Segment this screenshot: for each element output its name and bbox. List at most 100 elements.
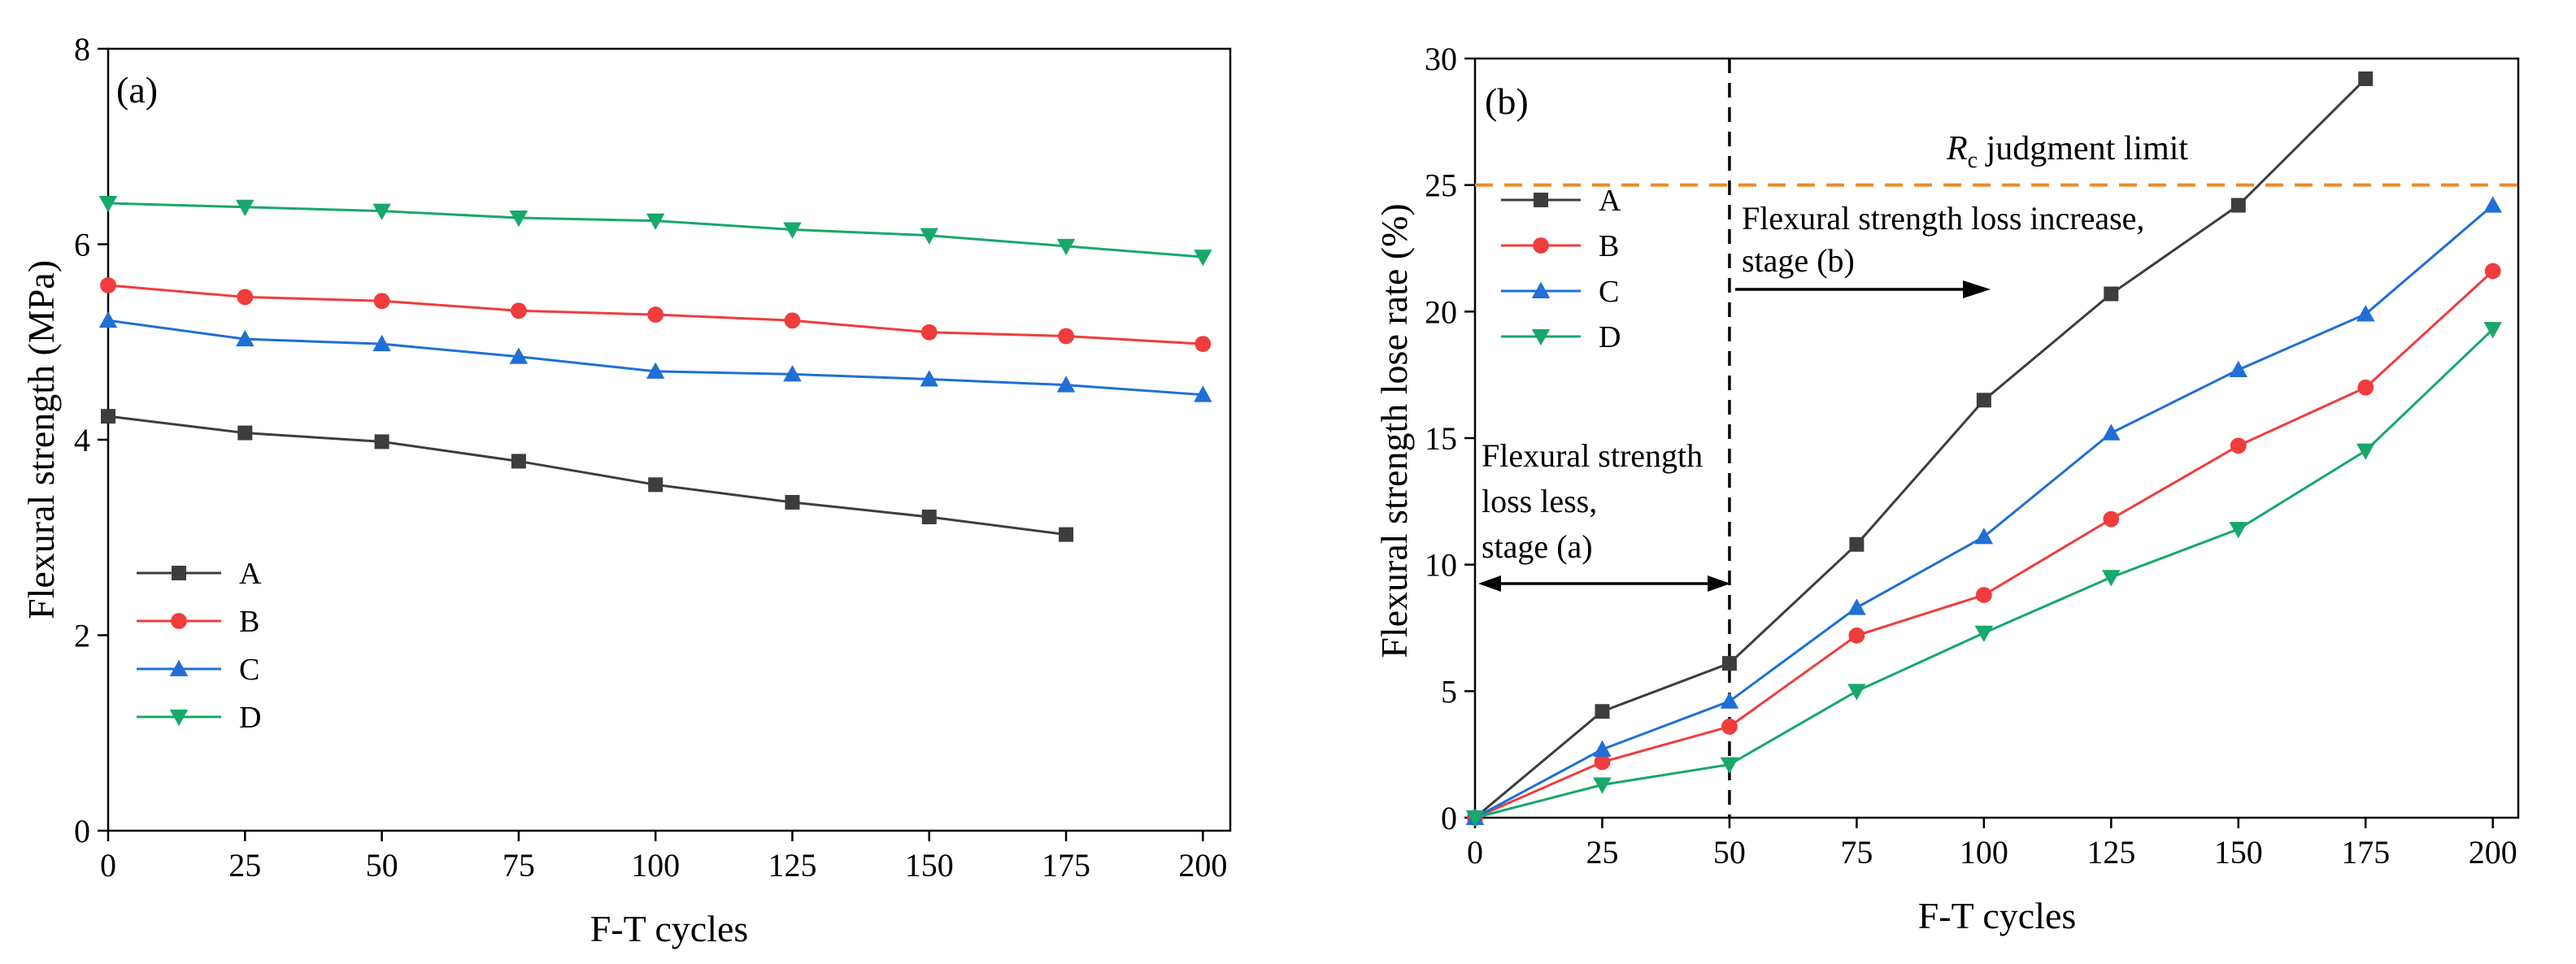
chart-b-series-c-point: [1593, 740, 1612, 757]
chart-a-series-a-point: [921, 509, 937, 524]
chart-b-y-tick-label: 5: [1441, 673, 1457, 710]
chart-a-y-axis-label: Flexural strength (MPa): [20, 260, 62, 619]
chart-a-x-tick-label: 150: [905, 847, 954, 884]
chart-b-series-d-point: [2102, 570, 2121, 587]
chart-b-x-tick-label: 200: [2469, 834, 2517, 871]
chart-a-series-a-point: [648, 477, 664, 493]
chart-a-series-d-line: [107, 202, 1203, 258]
chart-b-series-b-point: [1848, 627, 1865, 644]
chart-a-series-a-line: [107, 415, 1067, 536]
chart-a-series-c-point: [98, 311, 118, 328]
chart-b-series-c-point: [2483, 196, 2502, 213]
legend-label-b: B: [1599, 229, 1619, 263]
legend-marker-c: [1531, 281, 1551, 298]
chart-a-series-a-point: [785, 494, 800, 510]
chart-a-series-c-point: [920, 370, 939, 387]
chart-a-series-c-point: [1056, 376, 1076, 393]
chart-a-series-a-point: [374, 434, 389, 449]
chart-b-series-c-point: [2102, 423, 2121, 441]
chart-b-series-layer: [1465, 71, 2502, 827]
chart-b-axes: 0 25 50 75 100 125 150 175 200 0 5 10 15 20 25 30: [1425, 41, 2517, 871]
chart-a-series-a-point: [1059, 527, 1074, 542]
chart-b-series-d-point: [1465, 810, 1485, 827]
chart-b-series-a-point: [2104, 286, 2119, 302]
stage-b-annotation-line-2: stage (b): [1742, 242, 1855, 279]
chart-b-x-tick-label: 175: [2341, 834, 2390, 871]
legend-marker-a: [1534, 193, 1548, 207]
ref-label-text: judgment limit: [1978, 130, 2188, 167]
chart-a-series-d-point: [372, 203, 391, 220]
chart-b-series-b-point: [2230, 437, 2247, 454]
chart-b-series-c-point: [1720, 692, 1739, 709]
chart-a-x-tick-label: 75: [503, 847, 535, 884]
ref-label-symbol: R: [1946, 130, 1968, 167]
chart-b-reference-line-label: Rc judgment limit: [1946, 130, 2188, 173]
chart-b-series-d-point: [1847, 684, 1866, 701]
chart-a-series-c-point: [1194, 385, 1212, 402]
chart-a-series-d-point: [236, 199, 255, 217]
chart-a-series-d-point: [1194, 250, 1212, 267]
legend-label-b: B: [239, 605, 259, 639]
chart-b-y-tick-label: 25: [1425, 167, 1457, 204]
chart-b-series-d-point: [1593, 777, 1612, 794]
chart-b-series-b-point: [2357, 379, 2374, 396]
chart-b-series-b-point: [1975, 587, 1992, 603]
chart-a-y-tick-label: 4: [74, 422, 90, 458]
chart-a-series-b-point: [237, 289, 254, 306]
stage-a-arrow: [1478, 575, 1730, 592]
chart-a-series-d-point: [783, 222, 802, 239]
chart-b-series-a-point: [1976, 393, 1991, 408]
stage-a-annotation-line-3: stage (a): [1482, 528, 1593, 565]
chart-b-series-b-line: [1474, 270, 2494, 819]
chart-b-series-a-point: [1849, 536, 1865, 552]
chart-b-series-d-point: [2356, 443, 2375, 460]
chart-a-series-c-line: [107, 319, 1203, 397]
legend-marker-a: [172, 566, 186, 580]
chart-a-x-tick-label: 175: [1042, 847, 1090, 884]
stage-a-annotation-line-1: Flexural strength: [1482, 437, 1703, 474]
chart-b: 0 25 50 75 100 125 150 175 200 0 5 10 15 20 25 30 (b) F…: [1373, 41, 2520, 936]
chart-b-series-d-point: [1974, 625, 1994, 642]
chart-b-y-tick-label: 30: [1425, 41, 1457, 77]
chart-b-series-b-point: [1721, 719, 1738, 735]
chart-a-series-d-point: [1056, 238, 1076, 256]
legend-label-c: C: [1599, 275, 1619, 309]
chart-b-y-tick-label: 15: [1425, 420, 1457, 457]
chart-a-series-b-point: [510, 302, 527, 319]
chart-b-x-tick-label: 25: [1586, 834, 1618, 871]
chart-a-x-tick-label: 50: [366, 847, 398, 884]
chart-a-x-tick-label: 100: [631, 847, 680, 884]
chart-a: 0 25 50 75 100 125 150 175 200 0 2 4 6 8 (a) F-T cycl…: [20, 31, 1232, 949]
chart-b-series-a-point: [1595, 704, 1610, 719]
chart-a-series-d-point: [920, 228, 939, 245]
chart-a-series-c-point: [372, 334, 391, 352]
chart-a-series-c-point: [783, 365, 802, 382]
chart-b-y-tick-label: 20: [1425, 293, 1457, 330]
chart-a-series-c-point: [509, 347, 529, 364]
chart-b-x-tick-label: 125: [2086, 834, 2135, 871]
chart-b-x-tick-label: 0: [1467, 834, 1483, 871]
chart-a-y-tick-label: 0: [74, 813, 90, 849]
legend-marker-b: [1533, 237, 1549, 254]
chart-b-series-a-line: [1474, 77, 2367, 819]
chart-a-series-b-point: [920, 324, 938, 341]
chart-a-x-tick-label: 25: [228, 847, 261, 884]
chart-a-series-layer: [98, 195, 1212, 542]
legend-label-c: C: [239, 653, 259, 687]
chart-a-x-tick-label: 0: [100, 847, 116, 884]
chart-a-y-tick-label: 2: [74, 618, 90, 654]
chart-a-x-tick-label: 200: [1178, 847, 1227, 884]
chart-a-series-a-point: [237, 425, 253, 441]
legend-label-d: D: [239, 701, 261, 735]
chart-a-series-b-point: [1194, 336, 1212, 353]
chart-a-x-axis-label: F-T cycles: [590, 908, 749, 949]
chart-b-series-c-line: [1474, 204, 2494, 819]
chart-a-series-d-point: [509, 211, 529, 228]
legend-label-a: A: [239, 557, 262, 591]
legend-marker-d: [1531, 329, 1551, 346]
chart-a-axes: 0 25 50 75 100 125 150 175 200 0 2 4 6 8: [74, 31, 1227, 884]
chart-b-series-d-point: [2483, 322, 2502, 339]
